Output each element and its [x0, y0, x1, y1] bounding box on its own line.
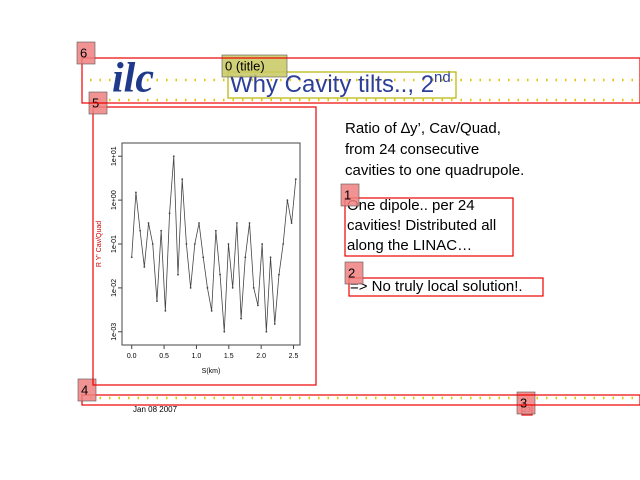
bullet-line: One dipole.. per 24: [347, 197, 475, 214]
text-block: Ratio of ∆y’, Cav/Quad, from 24 consecuti…: [345, 120, 524, 295]
annotation-label: 2: [348, 265, 355, 280]
data-point: [143, 266, 146, 268]
data-point: [282, 243, 285, 245]
data-point: [294, 178, 297, 181]
y-tick-label: 1e+01: [111, 146, 118, 166]
data-point: [177, 273, 179, 276]
data-point: [244, 256, 247, 259]
annotation-tag: [344, 261, 364, 285]
data-point: [151, 243, 154, 245]
data-point: [290, 222, 293, 224]
x-tick-label: 0.0: [127, 353, 137, 360]
data-point: [198, 222, 200, 224]
figure-bg: [96, 112, 312, 382]
data-point: [214, 229, 217, 232]
data-point: [261, 243, 264, 245]
text-line: from 24 consecutive: [345, 141, 479, 158]
x-axis-label: S(km): [202, 368, 221, 375]
data-point: [269, 256, 272, 259]
text-line: cavities to one quadrupole.: [345, 162, 524, 179]
data-point: [248, 222, 251, 224]
annotation-label: 0 (title): [225, 58, 265, 73]
bullet-line: along the LINAC…: [347, 237, 472, 254]
data-point: [189, 286, 192, 289]
x-tick-label: 2.5: [289, 353, 299, 360]
y-tick-label: 1e+00: [111, 190, 118, 210]
data-point: [286, 199, 289, 202]
data-point: [202, 256, 205, 259]
date: Jan 08 2007: [133, 405, 178, 414]
x-tick-label: 0.5: [159, 353, 169, 360]
annotation-tag: [76, 41, 96, 65]
conclusion: => No truly local solution!.: [350, 278, 523, 295]
y-tick-label: 1e-03: [111, 323, 118, 341]
annotation-tag: [221, 54, 288, 78]
annotation-box: [344, 197, 514, 257]
bullet-line: cavities! Distributed all: [347, 217, 496, 234]
data-point: [135, 191, 137, 194]
data-point: [147, 222, 150, 224]
data-point: [278, 273, 280, 276]
annotation-label: 6: [80, 45, 87, 60]
annotation-tag: [77, 378, 97, 402]
data-point: [181, 178, 184, 181]
annotation-tag: [340, 183, 360, 207]
data-point: [219, 273, 221, 276]
logo: ilc: [112, 56, 154, 102]
annotation-label: 4: [81, 382, 88, 397]
y-tick-label: 1e-01: [111, 235, 118, 253]
data-point: [206, 286, 209, 289]
data-point: [273, 323, 276, 325]
data-point: [156, 300, 158, 303]
x-tick-label: 2.0: [256, 353, 266, 360]
annotation-box: [81, 394, 640, 406]
annotation-box: [92, 106, 317, 386]
data-point: [265, 330, 268, 333]
data-point: [252, 286, 255, 289]
data-point: [235, 222, 238, 224]
data-point: [240, 317, 242, 320]
data-point: [193, 243, 196, 245]
data-point: [227, 243, 230, 245]
figure: 0.0 0.5 1.0 1.5 2.0 2.5 1e-03 1e-02 1e-01 1e+00 1e…: [96, 146, 299, 375]
annotation-box: [348, 277, 544, 297]
x-tick-label: 1.0: [192, 353, 202, 360]
annotation-label: 1: [344, 187, 351, 202]
data-point: [168, 212, 171, 215]
data-point: [172, 155, 175, 158]
data-point: [139, 229, 142, 232]
data-point: [210, 309, 213, 312]
data-point: [231, 286, 234, 289]
annotation-box: [81, 57, 640, 104]
annotation-label: 3: [520, 395, 527, 410]
annotation-box: [227, 71, 457, 99]
data-point: [130, 256, 133, 259]
text-line: Ratio of ∆y’, Cav/Quad,: [345, 120, 501, 137]
data-point: [160, 229, 163, 232]
y-axis-label: R Y' Cav/Quad: [96, 221, 103, 267]
data-point: [257, 304, 259, 307]
data-line: [131, 156, 297, 332]
y-tick-label: 1e-02: [111, 279, 118, 297]
data-point: [164, 309, 167, 312]
data-point: [185, 243, 188, 245]
annotation-tag: [516, 391, 536, 415]
x-tick-label: 1.5: [224, 353, 234, 360]
data-point: [223, 330, 226, 333]
